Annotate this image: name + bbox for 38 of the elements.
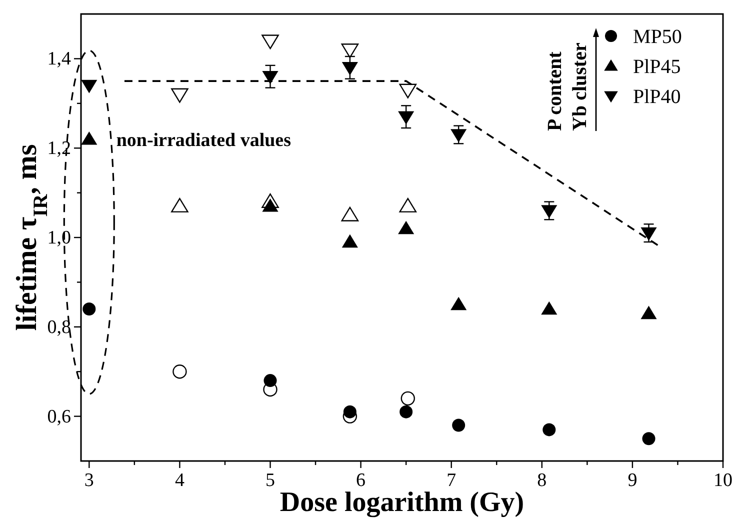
point bbox=[399, 84, 417, 98]
point bbox=[398, 220, 414, 234]
x-tick-label: 8 bbox=[537, 470, 547, 491]
point bbox=[400, 391, 415, 406]
point bbox=[640, 306, 657, 320]
point bbox=[542, 423, 556, 436]
point bbox=[400, 405, 413, 418]
point bbox=[342, 62, 358, 76]
annotation: P content bbox=[544, 51, 566, 131]
annotation: non-irradiated values bbox=[116, 130, 292, 152]
point bbox=[82, 302, 96, 316]
point bbox=[262, 70, 278, 84]
point bbox=[341, 44, 359, 58]
point bbox=[171, 88, 188, 103]
point bbox=[450, 129, 467, 142]
point bbox=[640, 227, 657, 241]
legend-label: PlP45 bbox=[633, 56, 681, 78]
legend-label: MP50 bbox=[633, 26, 682, 48]
x-tick-label: 9 bbox=[628, 470, 638, 491]
point bbox=[452, 418, 466, 432]
x-tick-label: 10 bbox=[714, 470, 732, 491]
point bbox=[642, 432, 656, 446]
legend-label: PlP40 bbox=[633, 86, 681, 108]
point bbox=[342, 234, 358, 248]
x-tick-label: 3 bbox=[84, 470, 94, 491]
y-tick-label: 1,4 bbox=[47, 48, 72, 70]
x-tick-label: 4 bbox=[174, 470, 185, 491]
annotation: Yb cluster bbox=[569, 42, 591, 131]
point bbox=[172, 364, 187, 379]
point bbox=[541, 205, 558, 218]
point bbox=[81, 80, 98, 94]
point bbox=[398, 111, 414, 125]
point bbox=[262, 34, 279, 50]
x-tick-label: 5 bbox=[266, 470, 275, 491]
point bbox=[450, 296, 467, 310]
point bbox=[264, 374, 277, 388]
point bbox=[541, 301, 558, 315]
y-tick-label: 0,6 bbox=[47, 406, 71, 428]
